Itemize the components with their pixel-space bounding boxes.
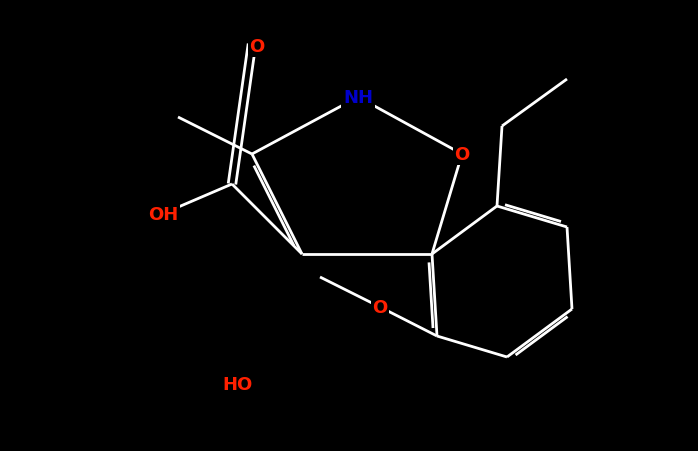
Text: OH: OH xyxy=(148,206,178,224)
Text: HO: HO xyxy=(223,375,253,393)
Text: O: O xyxy=(454,146,470,164)
Text: O: O xyxy=(249,38,265,56)
Text: NH: NH xyxy=(343,89,373,107)
Text: O: O xyxy=(372,299,387,316)
